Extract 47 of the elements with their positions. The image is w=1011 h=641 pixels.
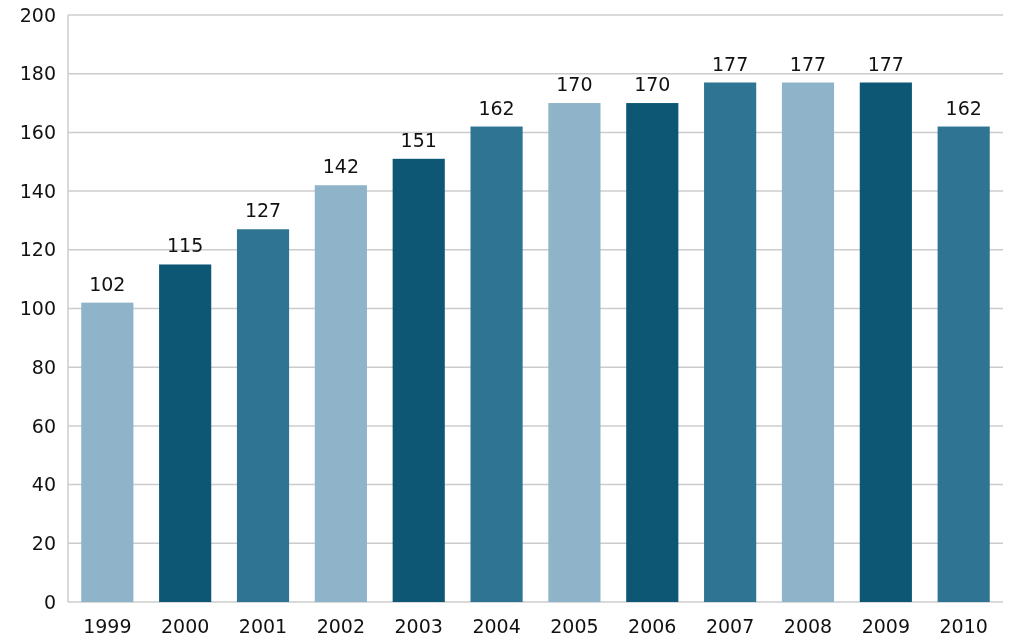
data-label: 151 xyxy=(400,128,437,151)
data-label: 127 xyxy=(244,199,282,222)
data-label: 177 xyxy=(789,52,827,75)
data-label: 115 xyxy=(167,234,204,257)
data-label: 177 xyxy=(867,52,904,75)
bar xyxy=(781,82,835,602)
x-tick-label: 2008 xyxy=(783,615,833,637)
x-tick-label: 1999 xyxy=(83,615,132,637)
x-tick-label: 2002 xyxy=(316,615,366,637)
data-label: 102 xyxy=(89,272,126,295)
data-label: 170 xyxy=(634,73,671,96)
x-tick-label: 2004 xyxy=(472,615,521,637)
data-label: 162 xyxy=(478,96,515,119)
bar xyxy=(548,103,601,602)
bar xyxy=(470,126,523,602)
y-tick-label: 200 xyxy=(19,3,56,26)
data-label: 142 xyxy=(322,155,359,178)
x-tick-label: 2006 xyxy=(628,615,677,637)
x-tick-label: 2009 xyxy=(861,615,911,637)
y-tick-label: 100 xyxy=(19,297,56,320)
bar xyxy=(236,229,290,602)
y-tick-label: 80 xyxy=(31,355,56,378)
x-tick-label: 2001 xyxy=(238,615,288,637)
y-tick-label: 160 xyxy=(19,121,56,144)
y-tick-label: 40 xyxy=(31,473,56,496)
y-tick-label: 140 xyxy=(19,179,56,202)
x-tick-label: 2005 xyxy=(550,615,599,637)
x-tick-label: 2010 xyxy=(939,615,988,637)
bar xyxy=(859,82,912,602)
bar xyxy=(937,126,990,602)
y-tick-label: 20 xyxy=(31,531,56,554)
bar xyxy=(159,264,212,602)
x-tick-label: 2003 xyxy=(394,615,443,637)
x-tick-label: 2007 xyxy=(705,615,755,637)
bar xyxy=(392,158,445,602)
bar xyxy=(314,185,367,602)
data-label: 170 xyxy=(556,73,593,96)
bar xyxy=(81,302,134,602)
y-tick-label: 0 xyxy=(43,590,56,613)
y-tick-label: 180 xyxy=(19,62,56,85)
data-label: 177 xyxy=(712,52,749,75)
x-tick-label: 2000 xyxy=(160,615,210,637)
y-tick-label: 120 xyxy=(19,238,56,261)
y-tick-label: 60 xyxy=(31,414,56,437)
bar xyxy=(704,82,757,602)
data-label: 162 xyxy=(945,96,982,119)
bar xyxy=(626,103,679,602)
